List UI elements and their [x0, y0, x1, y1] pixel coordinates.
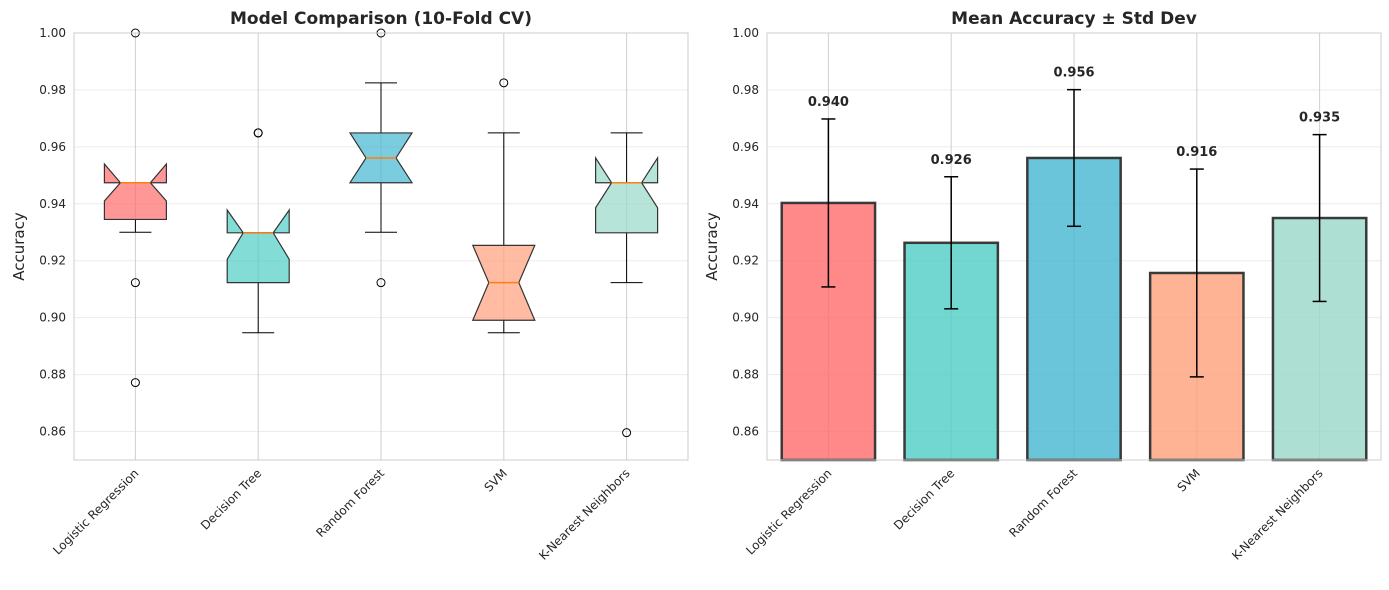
axes-frame [73, 32, 689, 461]
x-tick-label: SVM [482, 466, 510, 494]
chart-title: Model Comparison (10-Fold CV) [230, 9, 532, 29]
box [103, 162, 167, 221]
x-tick-label: K-Nearest Neighbors [1229, 466, 1326, 563]
y-tick-label: 0.92 [732, 254, 759, 268]
outlier-point [253, 128, 263, 138]
x-tick-label: SVM [1175, 466, 1203, 494]
data-label: 0.956 [1053, 66, 1094, 81]
outlier-point [376, 278, 386, 288]
box [226, 208, 290, 284]
y-tick-label: 0.88 [732, 368, 759, 382]
y-tick-label: 0.92 [39, 254, 66, 268]
outlier-point [130, 378, 140, 388]
data-label: 0.916 [1176, 145, 1217, 160]
y-tick-label: 1.00 [39, 26, 66, 40]
x-tick-label: Logistic Regression [743, 466, 834, 557]
chart-0: 0.86 0.88 0.90 0.92 0.94 0.96 0.98 1.00 Logistic… [10, 9, 689, 563]
y-tick-label: 0.90 [39, 311, 66, 325]
chart-1: 0.86 0.88 0.90 0.92 0.94 0.96 0.98 1.00 Logistic… [703, 9, 1382, 563]
data-label: 0.940 [808, 95, 849, 110]
x-tick-label: Logistic Regression [50, 466, 141, 557]
box [594, 155, 659, 234]
y-tick-label: 0.90 [732, 311, 759, 325]
y-tick-label: 0.98 [39, 83, 66, 97]
axes-frame [766, 32, 1382, 461]
y-tick-label: 1.00 [732, 26, 759, 40]
y-tick-label: 0.96 [39, 140, 66, 154]
data-label: 0.935 [1299, 111, 1340, 126]
y-tick-label: 0.88 [39, 368, 66, 382]
outlier-point [130, 278, 140, 288]
x-tick-label: Decision Tree [198, 466, 264, 532]
outlier-point [499, 78, 509, 88]
y-tick-label: 0.86 [732, 425, 759, 439]
x-tick-label: Random Forest [1006, 466, 1080, 540]
outlier-point [622, 428, 632, 438]
y-axis-label: Accuracy [10, 212, 28, 281]
x-tick-label: Random Forest [313, 466, 387, 540]
y-tick-label: 0.94 [39, 197, 66, 211]
y-axis-label: Accuracy [703, 212, 721, 281]
data-label: 0.926 [931, 153, 972, 168]
chart-title: Mean Accuracy ± Std Dev [951, 9, 1197, 29]
y-tick-label: 0.94 [732, 197, 759, 211]
y-tick-label: 0.98 [732, 83, 759, 97]
x-tick-label: Decision Tree [891, 466, 957, 532]
y-tick-label: 0.96 [732, 140, 759, 154]
x-tick-label: K-Nearest Neighbors [536, 466, 633, 563]
y-tick-label: 0.86 [39, 425, 66, 439]
